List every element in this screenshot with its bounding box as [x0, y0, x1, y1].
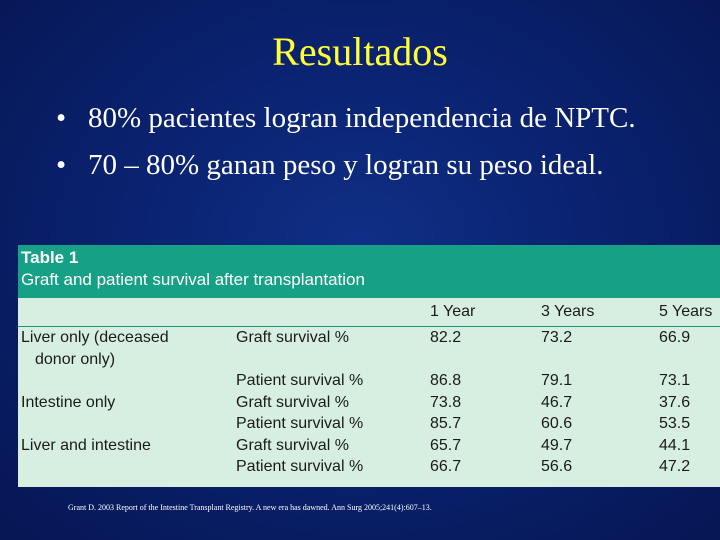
column-header-group [18, 298, 233, 327]
bullet-item: • 70 – 80% ganan peso y logran su peso i… [56, 147, 696, 184]
row-measure: Graft survival % [236, 329, 349, 346]
column-header-5-years: 5 Years [656, 298, 720, 327]
cell-5-years: 53.5 [659, 415, 691, 432]
table-number: Table 1 [21, 248, 79, 267]
table-row: Liver only (deceased donor only) Graft s… [18, 327, 720, 371]
row-measure: Patient survival % [236, 458, 364, 475]
cell-5-years: 44.1 [659, 436, 691, 454]
cell-5-years: 73.1 [659, 372, 691, 389]
cell-3-years: 49.7 [541, 436, 573, 454]
row-group-label [18, 456, 233, 478]
cell-5-years: 66.9 [659, 329, 691, 346]
citation: Grant D. 2003 Report of the Intestine Tr… [68, 503, 432, 512]
row-measure: Patient survival % [236, 415, 364, 432]
bullet-list: • 80% pacientes logran independencia de … [56, 100, 696, 194]
cell-1-year: 85.7 [430, 415, 462, 432]
bullet-dot-icon: • [56, 149, 67, 181]
cell-1-year: 86.8 [430, 372, 462, 389]
bullet-text: 80% pacientes logran independencia de NP… [88, 102, 636, 134]
cell-3-years: 56.6 [541, 458, 573, 475]
cell-3-years: 60.6 [541, 415, 573, 432]
table-row: Patient survival % 86.8 79.1 73.1 [18, 370, 720, 392]
row-measure: Patient survival % [236, 372, 364, 389]
slide-title: Resultados [272, 29, 448, 74]
table-row: Patient survival % 85.7 60.6 53.5 [18, 413, 720, 435]
column-header-measure [233, 298, 427, 327]
survival-table: 1 Year 3 Years 5 Years Liver only (decea… [18, 298, 720, 478]
row-measure: Graft survival % [236, 393, 349, 411]
table-row: Patient survival % 66.7 56.6 47.2 [18, 456, 720, 478]
survival-table-panel: Table 1 Graft and patient survival after… [18, 245, 720, 487]
table-caption: Graft and patient survival after transpl… [21, 270, 365, 289]
row-measure: Graft survival % [236, 436, 349, 454]
table-header: Table 1 Graft and patient survival after… [18, 245, 720, 298]
row-group-label: Liver and intestine [21, 436, 151, 454]
row-group-label-line1: Liver only (deceased [21, 329, 169, 346]
cell-5-years: 47.2 [659, 458, 691, 475]
cell-5-years: 37.6 [659, 393, 691, 411]
table-row: Liver and intestine Graft survival % 65.… [18, 435, 720, 457]
cell-3-years: 46.7 [541, 393, 573, 411]
cell-1-year: 73.8 [430, 393, 462, 411]
cell-1-year: 65.7 [430, 436, 462, 454]
cell-1-year: 66.7 [430, 458, 462, 475]
row-group-label [18, 413, 233, 435]
row-group-label [18, 370, 233, 392]
table-column-header-row: 1 Year 3 Years 5 Years [18, 298, 720, 327]
column-header-3-years: 3 Years [538, 298, 656, 327]
cell-3-years: 73.2 [541, 329, 573, 346]
bullet-dot-icon: • [56, 102, 67, 134]
row-group-label: Liver only (deceased donor only) [18, 327, 233, 371]
cell-1-year: 82.2 [430, 329, 462, 346]
row-group-label: Intestine only [21, 393, 116, 411]
bullet-item: • 80% pacientes logran independencia de … [56, 100, 696, 137]
table-row: Intestine only Graft survival % 73.8 46.… [18, 392, 720, 414]
row-group-label-line2: donor only) [35, 350, 116, 368]
column-header-1-year: 1 Year [427, 298, 538, 327]
cell-3-years: 79.1 [541, 372, 573, 389]
bullet-text: 70 – 80% ganan peso y logran su peso ide… [88, 149, 604, 181]
